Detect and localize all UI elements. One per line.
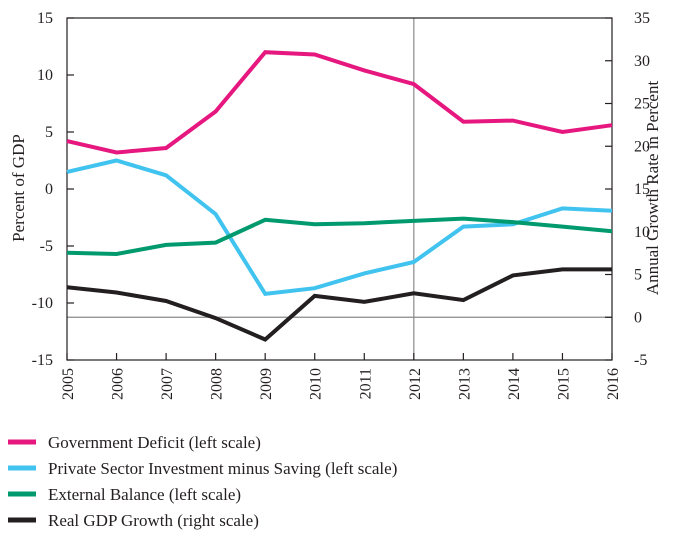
left-axis-ticks: -15 -10 -5 0 5 10 15 — [32, 10, 74, 369]
plot-border — [66, 17, 613, 361]
series-line-4 — [66, 267, 612, 342]
x-tick-label: 2007 — [159, 368, 176, 400]
legend-item-label: External Balance (left scale) — [48, 485, 241, 504]
x-tick-label: 2005 — [60, 368, 77, 400]
x-tick-label: 2012 — [407, 368, 424, 400]
x-tick-label: 2016 — [605, 368, 622, 400]
right-tick-label: 20 — [634, 138, 650, 155]
legend: Government Deficit (left scale) Private S… — [8, 433, 397, 530]
left-tick-label: -5 — [40, 238, 53, 255]
left-axis-title: Percent of GDP — [9, 134, 28, 242]
left-tick-label: -10 — [32, 295, 53, 312]
x-axis-ticks: 2005 2006 2007 2008 2009 2010 2011 2012 2013 2014… — [60, 353, 622, 400]
x-tick-label: 2010 — [308, 368, 325, 400]
series-lines — [66, 50, 613, 342]
right-tick-label: -5 — [634, 352, 647, 369]
left-tick-label: 0 — [45, 181, 53, 198]
right-tick-label: 10 — [634, 224, 650, 241]
left-tick-label: -15 — [32, 352, 53, 369]
reference-lines — [67, 18, 612, 360]
x-tick-label: 2014 — [506, 368, 523, 400]
right-axis-ticks: -5 0 5 10 15 20 25 30 35 — [605, 10, 650, 369]
right-tick-label: 30 — [634, 53, 650, 70]
right-tick-label: 25 — [634, 96, 650, 113]
series-line-3 — [66, 216, 613, 257]
right-axis-title: Annual Growth Rate in Percent — [643, 81, 662, 296]
left-tick-label: 10 — [37, 67, 53, 84]
legend-item-label: Real GDP Growth (right scale) — [48, 511, 259, 530]
left-tick-label: 5 — [45, 124, 53, 141]
x-tick-label: 2015 — [555, 368, 572, 400]
right-tick-label: 15 — [634, 181, 650, 198]
x-tick-label: 2009 — [258, 368, 275, 400]
right-tick-label: 0 — [634, 309, 642, 326]
plot-frame — [66, 17, 613, 361]
right-tick-label: 35 — [634, 10, 650, 27]
legend-item-label: Private Sector Investment minus Saving (… — [48, 459, 397, 478]
x-tick-label: 2006 — [110, 368, 127, 400]
series-line-1 — [66, 50, 613, 155]
x-tick-label: 2011 — [357, 368, 374, 399]
x-tick-label: 2008 — [209, 368, 226, 400]
legend-item-label: Government Deficit (left scale) — [48, 433, 261, 452]
left-tick-label: 15 — [37, 10, 53, 27]
x-tick-label: 2013 — [456, 368, 473, 400]
right-tick-label: 5 — [634, 267, 642, 284]
